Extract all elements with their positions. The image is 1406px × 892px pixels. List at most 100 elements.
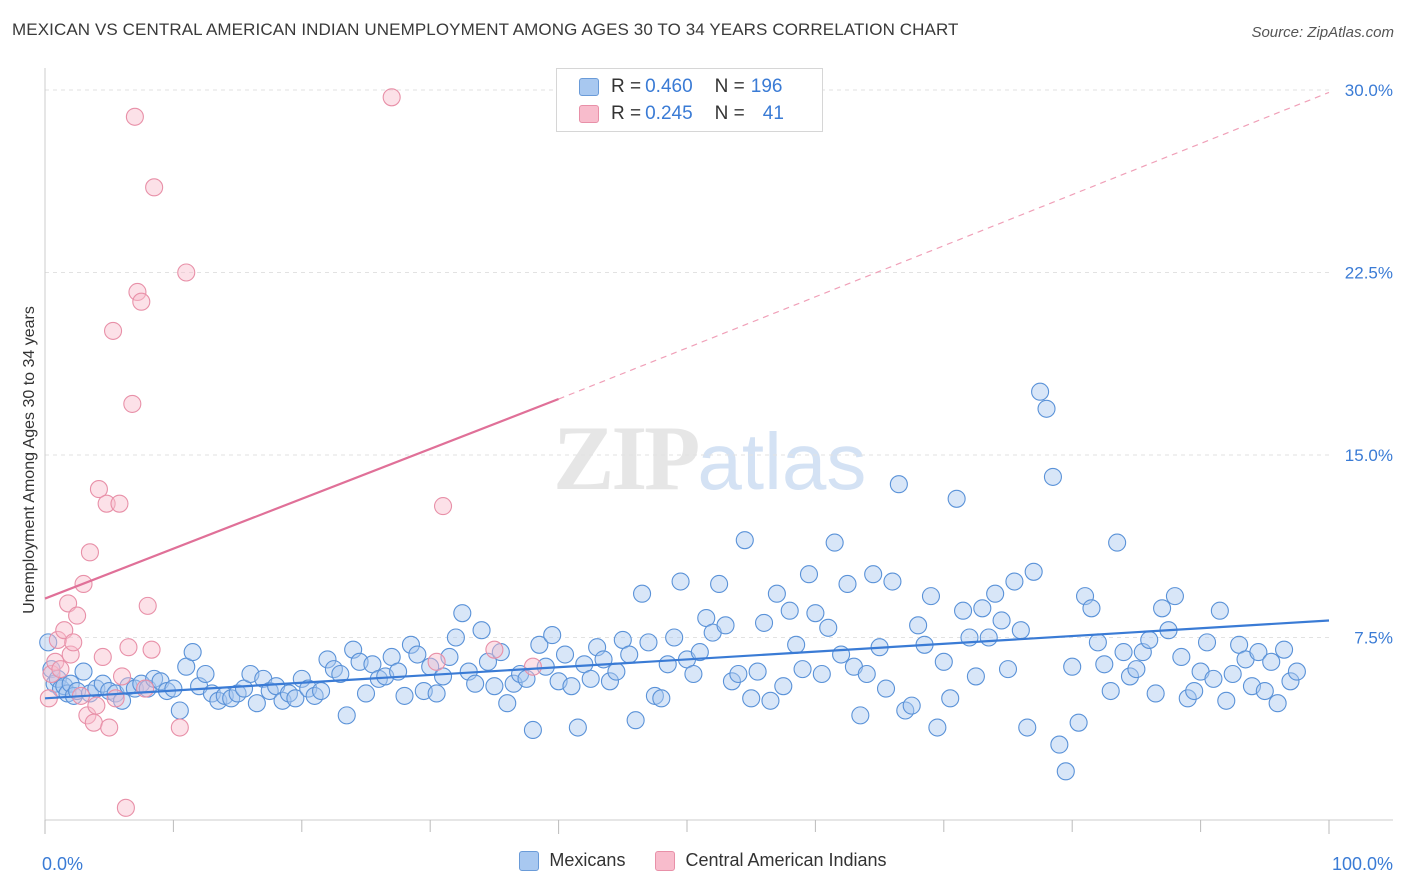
bottom-legend-label-mexicans: Mexicans (549, 850, 626, 870)
cai-point (87, 696, 106, 715)
y-tick-label: 7.5% (1354, 629, 1393, 648)
watermark: ZIPatlas (553, 405, 866, 511)
mexicans-point (998, 660, 1018, 679)
mexicans-point (543, 626, 562, 645)
mexicans-point (1255, 681, 1274, 701)
mexicans-point (889, 475, 908, 494)
mexicans-point (690, 643, 709, 662)
mexicans-point (196, 664, 215, 684)
cai-point (84, 713, 103, 732)
mexicans-point (883, 572, 902, 591)
mexicans-point (1249, 643, 1268, 662)
cai-point (433, 497, 453, 516)
mexicans-point (986, 584, 1005, 603)
mexicans-point (1056, 762, 1075, 781)
legend-swatch-mexicans (579, 78, 599, 96)
mexicans-point (498, 694, 517, 713)
mexicans-point (1031, 382, 1050, 401)
legend-n-label: N = (714, 103, 745, 124)
mexicans-point (1095, 655, 1114, 674)
mexicans-point (1127, 660, 1146, 679)
mexicans-point (1101, 681, 1120, 701)
mexicans-trend-line (44, 619, 1330, 700)
cai-point (382, 88, 401, 107)
y-tick-label: 30.0% (1345, 81, 1393, 100)
cai-point (145, 178, 164, 197)
legend-row-cai: R = 0.245 N = 41 (579, 101, 784, 127)
legend-r-value: 0.460 (645, 76, 693, 97)
legend-row-mexicans: R = 0.460 N = 196 (579, 74, 782, 100)
mexicans-point (74, 662, 93, 681)
mexicans-point (286, 689, 305, 708)
mexicans-point (356, 684, 376, 703)
mexicans-point (1024, 562, 1043, 581)
mexicans-point (600, 672, 620, 691)
mexicans-point (395, 686, 414, 705)
cai-point (106, 689, 125, 708)
mexicans-point (825, 533, 844, 552)
mexicans-point (793, 660, 812, 679)
mexicans-point (1018, 718, 1037, 737)
mexicans-point (1185, 681, 1204, 701)
mexicans-point (1005, 572, 1024, 591)
mexicans-point (710, 574, 729, 594)
mexicans-point (684, 664, 703, 684)
legend-n-label: N = (714, 76, 745, 97)
mexicans-point (652, 689, 671, 708)
bottom-legend-swatch-cai (655, 850, 676, 871)
mexicans-point (934, 652, 953, 671)
bottom-legend-mexicans: Mexicans (519, 850, 625, 871)
cai-point (89, 480, 108, 499)
mexicans-point (780, 601, 799, 620)
mexicans-point (1114, 643, 1133, 662)
mexicans-point (1204, 669, 1223, 688)
cai-point (68, 606, 87, 625)
cai-point (523, 657, 542, 676)
mexicans-point (761, 691, 780, 710)
mexicans-point (581, 669, 600, 688)
mexicans-point (921, 587, 941, 606)
mexicans-point (1146, 684, 1165, 703)
mexicans-point (1223, 664, 1242, 684)
mexicans-point (851, 706, 870, 725)
cai-point (59, 594, 78, 613)
mexicans-point (665, 628, 684, 647)
cai-point (119, 638, 138, 657)
x-tick-label-right: 100.0% (1332, 854, 1393, 874)
mexicans-point (1197, 633, 1217, 652)
mexicans-point (1050, 735, 1069, 754)
mexicans-point (1043, 467, 1062, 486)
mexicans-point (909, 616, 928, 635)
mexicans-point (1172, 647, 1191, 667)
mexicans-point (1140, 630, 1159, 649)
mexicans-point (1262, 652, 1281, 671)
cai-point (93, 647, 112, 667)
mexicans-point (620, 645, 639, 664)
mexicans-point (164, 679, 183, 698)
cai-point (132, 292, 151, 311)
cai-point (104, 321, 123, 340)
mexicans-point (742, 689, 761, 708)
mexicans-point (530, 635, 549, 654)
cai-point (64, 633, 83, 652)
mexicans-point (992, 611, 1011, 630)
mexicans-point (838, 574, 857, 594)
mexicans-point (1281, 672, 1300, 691)
cai-point (142, 640, 161, 659)
mexicans-point (1011, 621, 1030, 640)
legend-r-label: R = (611, 76, 642, 97)
cai-point (136, 679, 155, 698)
cai-point (78, 706, 97, 725)
mexicans-point (1088, 633, 1107, 652)
mexicans-point (1108, 533, 1127, 552)
cai-point (125, 107, 144, 126)
cai-point (97, 494, 116, 513)
y-tick-label: 15.0% (1345, 446, 1393, 465)
mexicans-point (401, 635, 420, 654)
bottom-legend-label-cai: Central American Indians (685, 850, 887, 870)
mexicans-point (806, 604, 825, 623)
mexicans-point (947, 489, 966, 508)
mexicans-point (754, 613, 774, 632)
mexicans-point (767, 584, 786, 603)
mexicans-point (466, 674, 485, 693)
